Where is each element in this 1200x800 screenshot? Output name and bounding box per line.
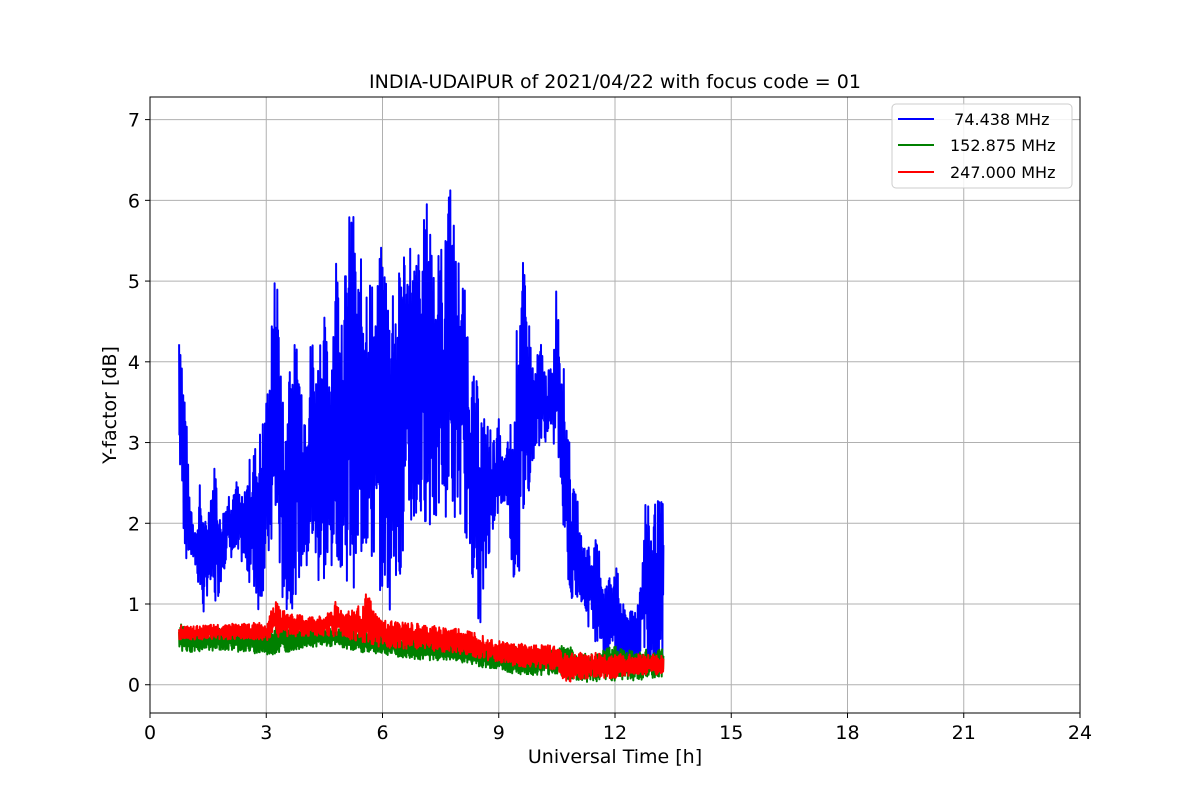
y-tick-label: 0	[128, 675, 140, 697]
x-tick-label: 18	[835, 722, 859, 744]
y-tick-label: 3	[128, 433, 140, 455]
x-tick-label: 15	[719, 722, 743, 744]
y-tick-label: 7	[128, 110, 140, 132]
legend-box	[891, 103, 1073, 189]
series-line-0	[178, 189, 665, 670]
y-axis-title: Y-factor [dB]	[99, 346, 121, 465]
legend-label-74mhz: 74.438 MHz	[944, 110, 1049, 129]
x-tick-label: 9	[493, 722, 505, 744]
series-line-2	[178, 593, 665, 683]
chart-title: INDIA-UDAIPUR of 2021/04/22 with focus c…	[369, 71, 861, 93]
legend-label-247mhz: 247.000 MHz	[950, 163, 1055, 182]
y-axis-ticks: 0 1 2 3 4 5 6 7	[128, 110, 150, 697]
series-layer	[178, 189, 665, 683]
x-tick-label: 0	[144, 722, 156, 744]
y-tick-label: 2	[128, 513, 140, 535]
y-tick-label: 4	[128, 352, 140, 374]
y-tick-label: 1	[128, 594, 140, 616]
x-tick-label: 3	[260, 722, 272, 744]
legend: 74.438 MHz 152.875 MHz 247.000 MHz	[891, 103, 1073, 189]
x-axis-title: Universal Time [h]	[528, 746, 702, 768]
x-tick-label: 24	[1068, 722, 1092, 744]
legend-label-152mhz: 152.875 MHz	[950, 136, 1055, 155]
x-tick-label: 12	[603, 722, 627, 744]
x-axis-ticks: 0 3 6 9 12 15 18 21 24	[144, 713, 1092, 744]
y-tick-label: 6	[128, 190, 140, 212]
x-tick-label: 6	[376, 722, 388, 744]
y-tick-label: 5	[128, 271, 140, 293]
x-tick-label: 21	[952, 722, 976, 744]
